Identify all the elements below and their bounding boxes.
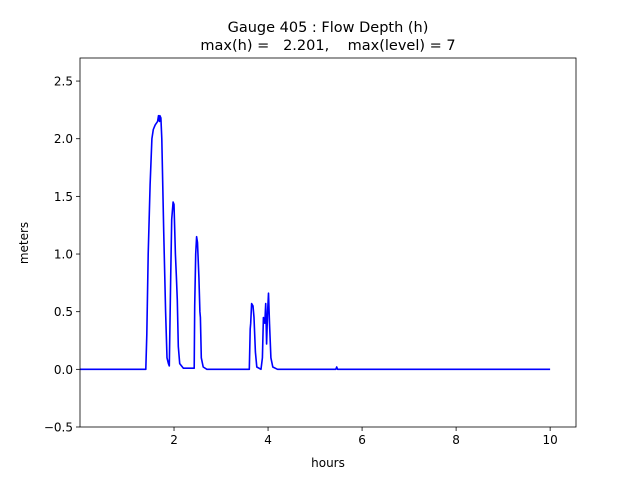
y-tick-label: 0.0 [54, 363, 73, 377]
series-line-h [80, 114, 551, 371]
chart-title: Gauge 405 : Flow Depth (h) [228, 20, 429, 36]
x-axis-label: hours [311, 456, 345, 470]
x-tick-label: 8 [452, 433, 460, 447]
x-tick-label: 2 [170, 433, 178, 447]
y-tick-label: 1.5 [54, 190, 73, 204]
y-axis-label: meters [17, 222, 31, 264]
y-tick-label: 0.5 [54, 305, 73, 319]
y-tick-label: 1.0 [54, 248, 73, 262]
y-tick-label: 2.0 [54, 132, 73, 146]
x-tick-label: 4 [264, 433, 272, 447]
chart-subtitle: max(h) = 2.201, max(level) = 7 [200, 38, 455, 54]
y-tick-label: −0.5 [44, 421, 73, 435]
y-tick-label: 2.5 [54, 75, 73, 89]
x-tick-label: 6 [358, 433, 366, 447]
plot-frame [79, 57, 577, 428]
x-tick-label: 10 [543, 433, 558, 447]
